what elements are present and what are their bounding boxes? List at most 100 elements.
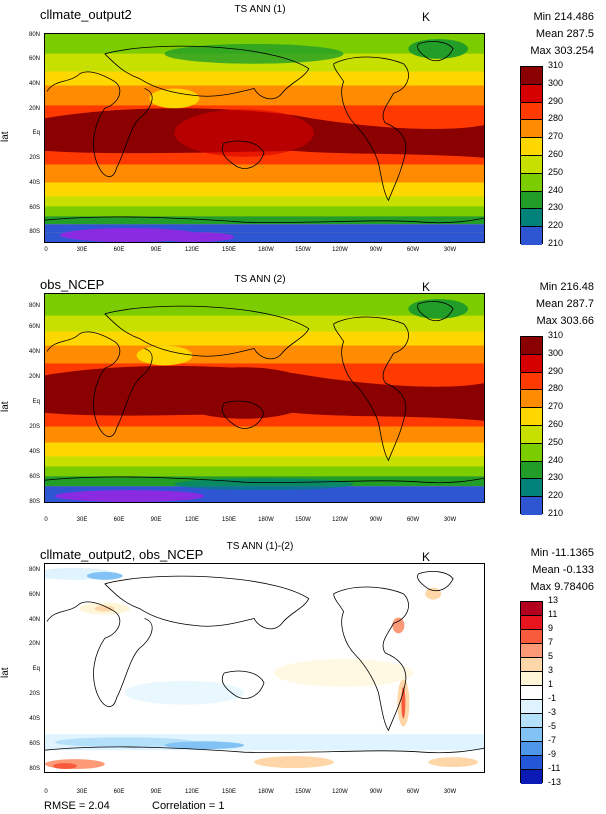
- colorbar-swatch: [521, 742, 542, 756]
- case-title: obs_NCEP: [40, 277, 105, 292]
- stats-block: Min -11.1365 Mean -0.133 Max 9.78406: [482, 545, 594, 596]
- x-tick-label: 0: [44, 517, 48, 523]
- colorbar-swatch: [521, 227, 542, 245]
- stat-mean: Mean 287.5: [535, 28, 594, 40]
- x-tick-label: 30E: [76, 789, 88, 795]
- plot-title: TS ANN (1)-(2): [226, 541, 294, 552]
- x-tick-label: 150W: [295, 789, 311, 795]
- panel-model: cllmate_output2 TS ANN (1) K Min 214.486…: [0, 0, 606, 270]
- colorbar-label: 260: [548, 419, 564, 429]
- y-tick-label: 20N: [28, 374, 40, 380]
- colorbar-label: 240: [548, 454, 564, 465]
- colorbar-swatch: [521, 443, 542, 462]
- colorbar-label: 1: [548, 679, 554, 689]
- colorbar-swatch: [521, 672, 542, 686]
- colorbar-label: 250: [548, 166, 564, 177]
- colorbar-label: 270: [548, 131, 564, 142]
- colorbar-swatch: [521, 102, 542, 121]
- x-tick-label: 120W: [332, 789, 348, 795]
- colorbar-swatch: [521, 337, 542, 355]
- colorbar-swatch: [521, 686, 542, 700]
- map-field: [45, 294, 484, 502]
- stat-max: Max 303.254: [530, 45, 594, 57]
- colorbar-swatch: [521, 155, 542, 174]
- plot-title: TS ANN (2): [234, 274, 286, 285]
- stat-min: Min 216.48: [539, 281, 594, 293]
- stat-min: Min -11.1365: [530, 547, 594, 559]
- rmse-label: RMSE = 2.04: [44, 800, 110, 812]
- colorbar-swatch: [521, 770, 542, 784]
- x-tick-label: 180W: [258, 517, 274, 523]
- colorbar-swatch: [521, 602, 542, 616]
- y-tick-label: 60S: [29, 474, 40, 480]
- x-tick-label: 180W: [258, 789, 274, 795]
- y-tick-label: Eq: [32, 399, 40, 405]
- colorbar-label: 270: [548, 401, 564, 412]
- y-axis-title: lat: [0, 131, 11, 142]
- colorbar-swatch: [521, 658, 542, 672]
- map-plot: [44, 563, 485, 773]
- colorbar-label: 290: [548, 365, 564, 376]
- case-title: cllmate_output2: [40, 7, 132, 22]
- colorbar-label: 280: [548, 383, 564, 394]
- colorbar-swatch: [521, 67, 542, 85]
- y-tick-label: 20N: [28, 106, 40, 112]
- colorbar: [520, 601, 543, 784]
- colorbar-swatch: [521, 138, 542, 156]
- y-axis-title: lat: [0, 401, 11, 412]
- y-tick-label: 40N: [28, 81, 40, 87]
- x-tick-label: 180W: [258, 247, 274, 253]
- colorbar-label: 7: [548, 637, 554, 647]
- y-tick-label: 40N: [28, 617, 40, 623]
- colorbar-label: 230: [548, 202, 564, 213]
- colorbar-swatch: [521, 425, 542, 444]
- units-label: K: [422, 10, 431, 24]
- colorbar-swatch: [521, 390, 542, 409]
- colorbar-swatch: [521, 461, 542, 480]
- colorbar-swatch: [521, 372, 542, 391]
- colorbar-swatch: [521, 700, 542, 714]
- panel-difference: cllmate_output2, obs_NCEP TS ANN (1)-(2)…: [0, 540, 606, 814]
- y-tick-label: Eq: [32, 666, 40, 672]
- colorbar-label: 3: [548, 665, 554, 675]
- map-field: [45, 34, 484, 242]
- x-tick-label: 120E: [184, 247, 200, 253]
- y-tick-label: 80S: [29, 499, 40, 505]
- x-tick-label: 120E: [184, 517, 200, 523]
- y-tick-label: 40N: [28, 349, 40, 355]
- x-tick-label: 150W: [295, 517, 311, 523]
- colorbar-swatch: [521, 479, 542, 498]
- colorbar-swatch: [521, 644, 542, 658]
- y-tick-label: 60S: [29, 205, 40, 211]
- map-plot: [44, 293, 485, 503]
- y-tick-label: 80N: [28, 32, 40, 38]
- colorbar-label: 220: [548, 490, 564, 501]
- x-tick-label: 150E: [221, 789, 237, 795]
- colorbar-swatch: [521, 408, 542, 426]
- colorbar-label: 11: [548, 609, 558, 619]
- x-tick-label: 120W: [332, 247, 348, 253]
- stat-mean: Mean -0.133: [532, 564, 594, 576]
- units-label: K: [422, 550, 431, 564]
- y-tick-label: 80S: [29, 766, 40, 772]
- colorbar-swatch: [521, 756, 542, 770]
- x-tick-label: 150E: [221, 247, 237, 253]
- x-tick-label: 30W: [443, 247, 457, 253]
- colorbar-label: 240: [548, 184, 564, 195]
- x-tick-label: 120E: [184, 789, 200, 795]
- colorbar-swatch: [521, 616, 542, 630]
- colorbar-label: -7: [548, 735, 557, 745]
- colorbar-label: 210: [548, 238, 564, 248]
- y-tick-label: 60N: [28, 56, 40, 62]
- x-tick-label: 90E: [150, 247, 162, 253]
- colorbar-swatch: [521, 354, 542, 373]
- plot-title: TS ANN (1): [234, 4, 286, 15]
- y-tick-label: 20S: [29, 691, 40, 697]
- colorbar-label: 5: [548, 651, 554, 661]
- x-tick-label: 0: [44, 247, 48, 253]
- colorbar-label: 9: [548, 623, 554, 633]
- colorbar-label: 210: [548, 508, 564, 518]
- y-tick-label: 80S: [29, 229, 40, 235]
- y-tick-label: 60N: [28, 592, 40, 598]
- colorbar-swatch: [521, 191, 542, 210]
